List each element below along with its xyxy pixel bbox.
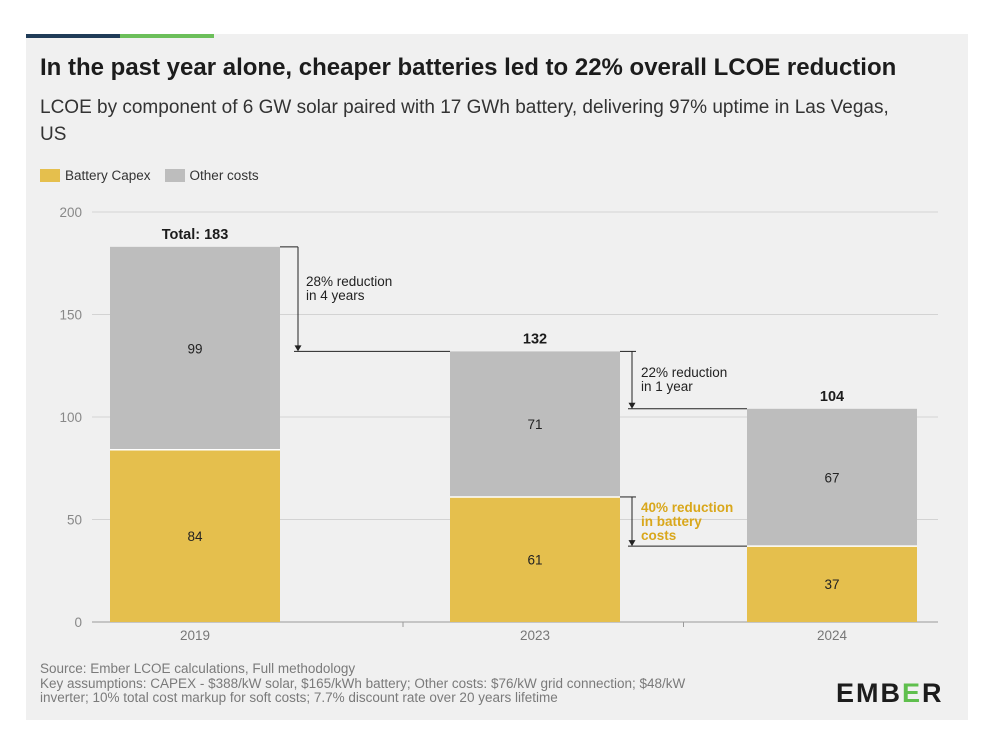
footer-source: Source: Ember LCOE calculations, Full me… xyxy=(40,661,356,676)
y-tick-label-0: 0 xyxy=(74,615,82,630)
stacked-bar-chart: 0 50 100 150 200 84 99 Total: 183 2019 61 71 132 202… xyxy=(59,205,938,643)
chart-subtitle: LCOE by component of 6 GW solar paired w… xyxy=(40,97,889,145)
data-label-battery-2024: 37 xyxy=(824,577,839,592)
footer-assumptions-2: inverter; 10% total cost markup for soft… xyxy=(40,690,558,705)
y-tick-label-200: 200 xyxy=(59,205,82,220)
legend-swatch-battery xyxy=(40,169,60,182)
bar-other-2019 xyxy=(110,246,280,450)
bar-battery-2019 xyxy=(110,449,280,622)
total-label-2024: 104 xyxy=(820,389,844,405)
x-tick-label-2023: 2023 xyxy=(520,628,550,643)
bar-other-2023 xyxy=(450,351,620,497)
annotation-1-arrow-head xyxy=(294,345,302,352)
bar-other-2024 xyxy=(747,408,917,547)
data-label-other-2019: 99 xyxy=(187,341,202,356)
footer: Source: Ember LCOE calculations, Full me… xyxy=(40,661,800,706)
annotation-2-text-1: in 1 year xyxy=(641,379,693,394)
annotation-3-text-0: 40% reduction xyxy=(641,500,733,515)
annotation-3-text-1: in battery xyxy=(641,514,702,529)
annotation-1-text-1: in 4 years xyxy=(306,288,365,303)
y-tick-label-150: 150 xyxy=(59,308,82,323)
legend-label-battery: Battery Capex xyxy=(65,168,151,183)
bar-battery-2024 xyxy=(747,546,917,622)
total-label-2019: Total: 183 xyxy=(162,227,229,243)
data-label-battery-2019: 84 xyxy=(187,529,203,544)
legend-label-other: Other costs xyxy=(189,168,259,183)
data-label-other-2024: 67 xyxy=(824,470,839,485)
data-label-other-2023: 71 xyxy=(527,417,542,432)
data-label-battery-2023: 61 xyxy=(527,552,542,567)
y-tick-label-50: 50 xyxy=(67,513,82,528)
legend-item-other: Other costs xyxy=(164,168,259,183)
footer-assumptions-1: Key assumptions: CAPEX - $388/kW solar, … xyxy=(40,675,686,691)
annotation-3-arrow-head xyxy=(628,540,636,547)
annotation-3-text-2: costs xyxy=(641,528,676,543)
bar-battery-2023 xyxy=(450,496,620,622)
total-label-2023: 132 xyxy=(523,331,547,347)
legend-item-battery: Battery Capex xyxy=(40,168,151,183)
ember-logo: EMBER xyxy=(836,678,944,708)
chart-title: In the past year alone, cheaper batterie… xyxy=(40,54,897,81)
legend-swatch-other xyxy=(164,169,185,182)
annotation-2-arrow-head xyxy=(628,402,636,409)
annotation-2-text-0: 22% reduction xyxy=(641,365,727,380)
x-tick-label-2019: 2019 xyxy=(180,628,210,643)
x-tick-label-2024: 2024 xyxy=(817,628,848,643)
annotation-1-text-0: 28% reduction xyxy=(306,274,392,289)
legend: Battery Capex Other costs xyxy=(40,168,259,183)
y-tick-label-100: 100 xyxy=(59,410,82,425)
accent-bar xyxy=(26,34,214,38)
